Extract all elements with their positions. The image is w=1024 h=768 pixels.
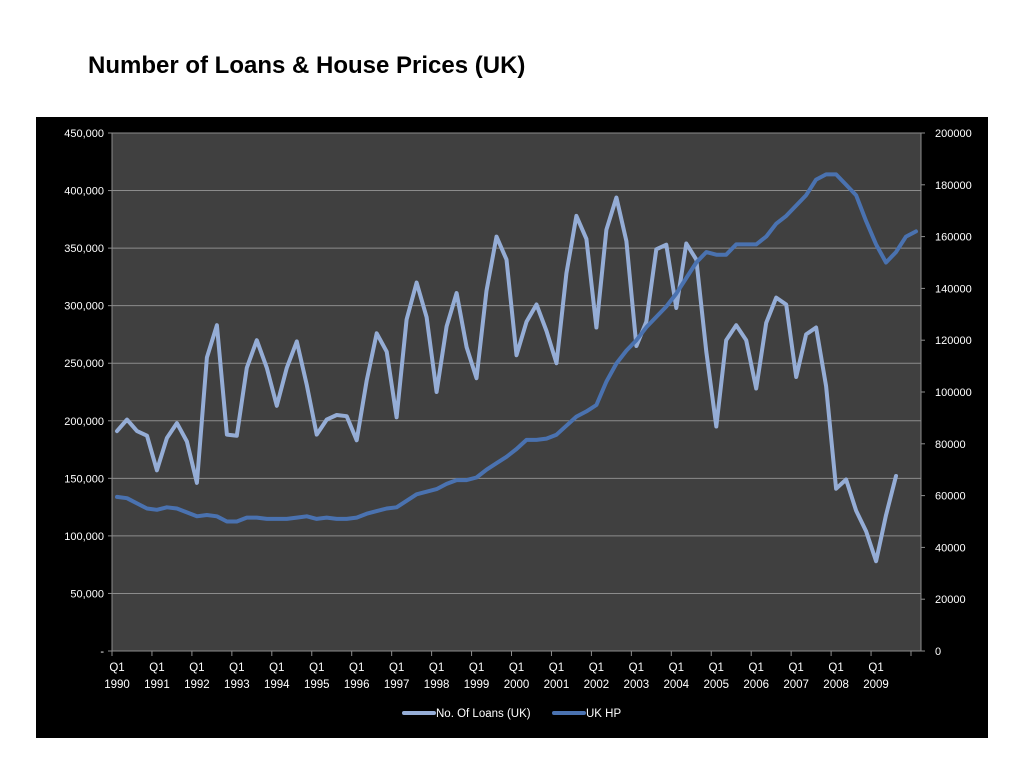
x-axis-year-label: 1994 [264, 679, 290, 691]
x-axis-year-label: 1996 [344, 679, 370, 691]
left-axis-tick-label: 450,000 [64, 128, 104, 140]
x-axis-quarter-label: Q1 [229, 662, 244, 674]
x-axis-quarter-label: Q1 [189, 662, 204, 674]
x-axis-quarter-label: Q1 [589, 662, 604, 674]
right-axis-tick-label: 60000 [935, 491, 966, 503]
right-axis-tick-label: 120000 [935, 335, 972, 347]
left-axis-tick-label: 350,000 [64, 243, 104, 255]
x-axis-quarter-label: Q1 [709, 662, 724, 674]
right-axis: 0 20000 40000 60000 80000 100000 120000 140000 1… [920, 128, 972, 658]
plot-area [112, 133, 921, 651]
x-axis-year-label: 2008 [823, 679, 849, 691]
left-axis-tick-label: 50,000 [70, 588, 104, 600]
x-axis-quarter-label: Q1 [629, 662, 644, 674]
left-axis-tick-label: 150,000 [64, 473, 104, 485]
x-axis-year-label: 2000 [504, 679, 530, 691]
left-axis: - 50,000 100,000 150,000 200,000 250,000 300,0… [64, 128, 113, 658]
x-axis-year-label: 2002 [584, 679, 610, 691]
x-axis-year-label: 2001 [544, 679, 570, 691]
x-axis-quarter-label: Q1 [828, 662, 843, 674]
x-axis-year-label: 1992 [184, 679, 210, 691]
x-axis-year-label: 2003 [624, 679, 650, 691]
series-line-loans [115, 195, 898, 564]
legend: No. Of Loans (UK) UK HP [402, 708, 621, 720]
x-axis-quarter-label: Q1 [429, 662, 444, 674]
left-axis-tick-label: 250,000 [64, 358, 104, 370]
left-axis-tick-label: 400,000 [64, 186, 104, 198]
x-axis-quarter-label: Q1 [389, 662, 404, 674]
chart-area: - 50,000 100,000 150,000 200,000 250,000 300,0… [36, 117, 988, 738]
x-axis-year-label: 1993 [224, 679, 250, 691]
gridlines [112, 132, 921, 594]
x-axis-quarter-label: Q1 [749, 662, 764, 674]
left-axis-tick-label: 100,000 [64, 531, 104, 543]
x-axis-quarter-label: Q1 [469, 662, 484, 674]
right-axis-tick-label: 180000 [935, 180, 972, 192]
x-axis-quarter-label: Q1 [309, 662, 324, 674]
right-axis-tick-label: 100000 [935, 387, 972, 399]
x-axis-year-label: 2007 [783, 679, 809, 691]
right-axis-tick-label: 160000 [935, 232, 972, 244]
right-axis-tick-label: 80000 [935, 439, 966, 451]
legend-house-prices-label: UK HP [586, 708, 621, 720]
x-axis-year-label: 2004 [664, 679, 690, 691]
x-axis-quarter-label: Q1 [269, 662, 284, 674]
x-axis-year-label: 1991 [144, 679, 170, 691]
x-axis-quarter-label: Q1 [868, 662, 883, 674]
line-chart: - 50,000 100,000 150,000 200,000 250,000 300,0… [36, 117, 988, 738]
x-axis: Q1 1990 Q1 1991 Q1 1992 Q1 1993 Q1 1994 Q1 1995 Q1 19… [104, 650, 921, 691]
x-axis-year-label: 1998 [424, 679, 450, 691]
right-axis-tick-label: 40000 [935, 542, 966, 554]
legend-loans-label: No. Of Loans (UK) [436, 708, 531, 720]
left-axis-tick-label: 300,000 [64, 301, 104, 313]
x-axis-year-label: 2005 [703, 679, 729, 691]
x-axis-year-label: 1997 [384, 679, 410, 691]
right-axis-tick-label: 140000 [935, 283, 972, 295]
x-axis-year-label: 1990 [104, 679, 130, 691]
right-axis-tick-label: 0 [935, 646, 941, 658]
x-axis-quarter-label: Q1 [349, 662, 364, 674]
x-axis-quarter-label: Q1 [549, 662, 564, 674]
x-axis-quarter-label: Q1 [669, 662, 684, 674]
right-axis-tick-label: 20000 [935, 594, 966, 606]
left-axis-tick-label: 200,000 [64, 416, 104, 428]
series-lines [115, 172, 918, 564]
x-axis-year-label: 2006 [743, 679, 769, 691]
x-axis-quarter-label: Q1 [149, 662, 164, 674]
x-axis-year-label: 1999 [464, 679, 490, 691]
chart-title: Number of Loans & House Prices (UK) [88, 52, 526, 79]
x-axis-year-label: 1995 [304, 679, 330, 691]
left-axis-tick-label: - [100, 646, 104, 658]
right-axis-tick-label: 200000 [935, 128, 972, 140]
x-axis-year-label: 2009 [863, 679, 889, 691]
x-axis-quarter-label: Q1 [788, 662, 803, 674]
series-line-house-prices [115, 172, 918, 524]
x-axis-quarter-label: Q1 [109, 662, 124, 674]
x-axis-quarter-label: Q1 [509, 662, 524, 674]
